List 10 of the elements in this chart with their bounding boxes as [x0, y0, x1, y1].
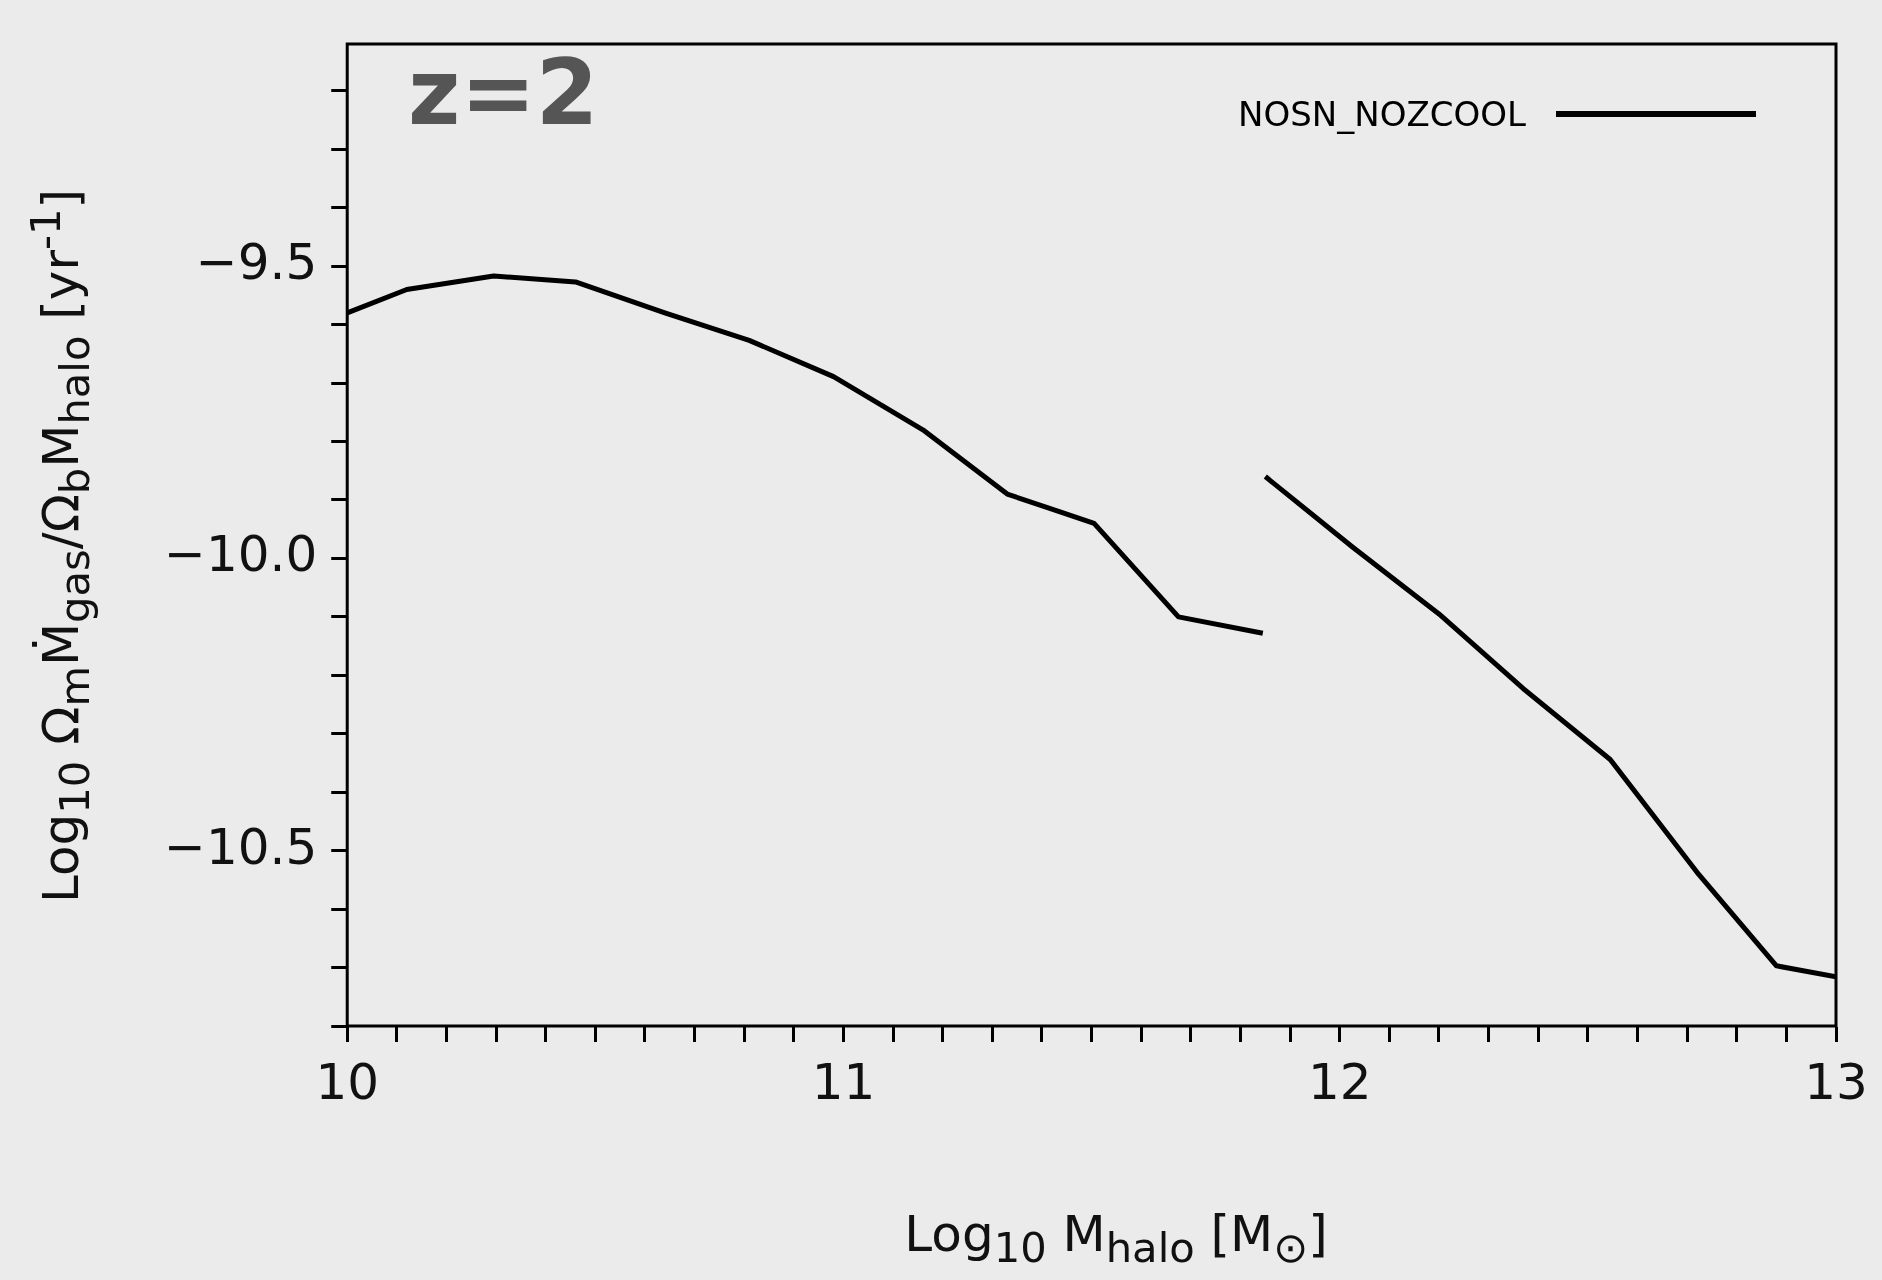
text: NOSN_NOZCOOL — [1238, 94, 1526, 134]
y-tick-label: −9.5 — [195, 233, 318, 292]
x-axis-title: Log$_{10}$ M$_{halo}$ [M$_{⊙}$] — [904, 1205, 1328, 1272]
y-tick-label: −10.0 — [163, 525, 318, 584]
x-tick-label: 13 — [1804, 1052, 1868, 1111]
x-tick-label: 12 — [1307, 1052, 1372, 1111]
y-tick-label: −10.5 — [163, 817, 318, 876]
x-tick-label: 10 — [315, 1052, 380, 1111]
annotation: z=2 — [408, 40, 599, 145]
x-tick-label: 11 — [811, 1052, 876, 1111]
